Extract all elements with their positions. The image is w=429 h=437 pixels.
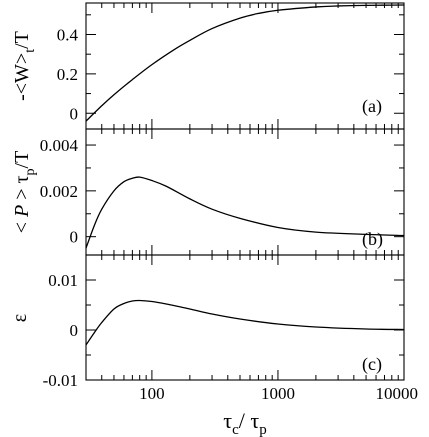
- xtick-label: 100: [139, 384, 165, 403]
- panel-b-ytick-label: 0: [70, 228, 79, 247]
- tick-labels: 0 0.2 0.4 0 0.002 0.004 -0.01 0 0.01 100 1000 10000: [40, 26, 418, 404]
- panel-label-c: (c): [362, 354, 382, 375]
- panel-c-curve: [85, 299, 405, 346]
- panel-label-a: (a): [362, 96, 382, 117]
- panel-a-frame: [85, 2, 405, 130]
- panel-a-curve: [85, 4, 405, 122]
- panel-b-ytick-label: 0.004: [40, 136, 79, 155]
- panel-a-ytick-label: 0: [70, 104, 79, 123]
- curves: [85, 4, 405, 346]
- panel-a-ytick-label: 0.4: [57, 26, 79, 45]
- panel-label-b: (b): [362, 229, 383, 250]
- panel-b-frame: [85, 128, 405, 256]
- xlabel: τc/ τp: [223, 408, 266, 437]
- panel-b-curve: [85, 176, 405, 249]
- ylabel-b: < P > τp/T: [11, 151, 38, 234]
- ylabel-c: ε: [9, 314, 31, 322]
- ylabel-a: -<W>t/T: [11, 31, 38, 101]
- panel-c-ytick-label: 0: [70, 321, 79, 340]
- xtick-label: 1000: [261, 384, 295, 403]
- panel-c-ytick-label: -0.01: [43, 371, 78, 390]
- tick-marks: [85, 3, 405, 381]
- xtick-label: 10000: [376, 384, 419, 403]
- panel-c-ytick-label: 0.01: [48, 271, 78, 290]
- panel-a-ytick-label: 0.2: [57, 65, 78, 84]
- panel-c-frame: [85, 254, 405, 381]
- panel-b-ytick-label: 0.002: [40, 182, 78, 201]
